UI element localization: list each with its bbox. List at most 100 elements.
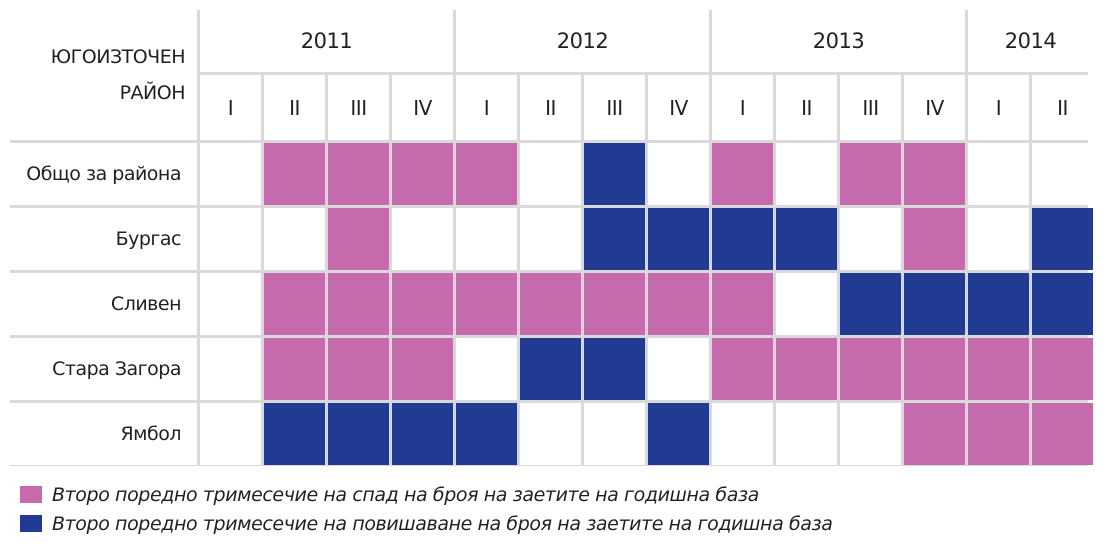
cell-down xyxy=(328,143,389,205)
quarter-header: IV xyxy=(648,75,709,140)
cell-down xyxy=(712,338,773,400)
cell-empty xyxy=(1032,143,1093,205)
quarter-header: II xyxy=(520,75,581,140)
cell-empty xyxy=(200,273,261,335)
region-label: Бургас xyxy=(10,208,197,270)
quarter-header: I xyxy=(968,75,1029,140)
quarter-header: I xyxy=(200,75,261,140)
cell-down xyxy=(712,273,773,335)
cell-up xyxy=(584,143,645,205)
quarter-header: III xyxy=(840,75,901,140)
cell-empty xyxy=(840,403,901,465)
cell-up xyxy=(712,208,773,270)
cell-empty xyxy=(584,403,645,465)
cell-up xyxy=(648,403,709,465)
cell-empty xyxy=(648,338,709,400)
cell-down xyxy=(264,273,325,335)
region-label: Общо за района xyxy=(10,143,197,205)
cell-down xyxy=(584,273,645,335)
cell-up xyxy=(1032,208,1093,270)
legend-item-up: Второ поредно тримесечие на повишаване н… xyxy=(20,509,833,538)
legend-swatch-up xyxy=(20,515,42,532)
legend: Второ поредно тримесечие на спад на броя… xyxy=(20,480,833,538)
quarter-header: I xyxy=(712,75,773,140)
quarter-header: IV xyxy=(392,75,453,140)
quarter-header: IV xyxy=(904,75,965,140)
cell-empty xyxy=(776,403,837,465)
cell-down xyxy=(456,143,517,205)
corner-label-line-1: ЮГОИЗТОЧЕН xyxy=(50,46,186,68)
legend-swatch-down xyxy=(20,486,42,503)
cell-empty xyxy=(200,143,261,205)
cell-down xyxy=(1032,403,1093,465)
cell-up xyxy=(456,403,517,465)
legend-item-down: Второ поредно тримесечие на спад на броя… xyxy=(20,480,832,509)
cell-down xyxy=(712,143,773,205)
cell-empty xyxy=(200,208,261,270)
cell-down xyxy=(264,338,325,400)
cell-down xyxy=(648,273,709,335)
cell-down xyxy=(328,338,389,400)
quarter-header: II xyxy=(1032,75,1093,140)
cell-down xyxy=(968,338,1029,400)
heatmap-table: ЮГОИЗТОЧЕН РАЙОН 2011 2012 2013 2014 I II III I… xyxy=(10,10,1093,466)
corner-header: ЮГОИЗТОЧЕН РАЙОН xyxy=(10,10,197,140)
legend-label-down: Второ поредно тримесечие на спад на броя… xyxy=(52,483,759,506)
cell-up xyxy=(392,403,453,465)
cell-down xyxy=(328,208,389,270)
cell-down xyxy=(1032,338,1093,400)
cell-empty xyxy=(200,403,261,465)
cell-down xyxy=(904,338,965,400)
cell-down xyxy=(904,143,965,205)
cell-empty xyxy=(200,338,261,400)
cell-up xyxy=(904,273,965,335)
cell-empty xyxy=(840,208,901,270)
region-label: Ямбол xyxy=(10,403,197,465)
cell-down xyxy=(968,403,1029,465)
cell-up xyxy=(840,273,901,335)
cell-empty xyxy=(520,403,581,465)
cell-down xyxy=(264,143,325,205)
cell-empty xyxy=(520,208,581,270)
quarter-header: III xyxy=(328,75,389,140)
cell-up xyxy=(968,273,1029,335)
cell-empty xyxy=(264,208,325,270)
cell-empty xyxy=(520,143,581,205)
cell-down xyxy=(840,143,901,205)
cell-down xyxy=(904,208,965,270)
year-header-2011: 2011 xyxy=(200,10,453,72)
cell-empty xyxy=(648,143,709,205)
cell-down xyxy=(328,273,389,335)
cell-down xyxy=(776,338,837,400)
cell-up xyxy=(776,208,837,270)
quarter-header: III xyxy=(584,75,645,140)
legend-label-up: Второ поредно тримесечие на повишаване н… xyxy=(52,512,833,535)
cell-down xyxy=(904,403,965,465)
cell-up xyxy=(520,338,581,400)
quarter-header: I xyxy=(456,75,517,140)
cell-up xyxy=(1032,273,1093,335)
cell-empty xyxy=(712,403,773,465)
cell-down xyxy=(392,338,453,400)
cell-empty xyxy=(776,273,837,335)
quarter-header: II xyxy=(264,75,325,140)
cell-down xyxy=(392,143,453,205)
year-header-2013: 2013 xyxy=(712,10,965,72)
cell-down xyxy=(840,338,901,400)
region-label: Сливен xyxy=(10,273,197,335)
cell-up xyxy=(264,403,325,465)
corner-label-line-2: РАЙОН xyxy=(119,82,186,104)
cell-empty xyxy=(456,338,517,400)
cell-empty xyxy=(968,208,1029,270)
cell-up xyxy=(584,338,645,400)
year-header-2012: 2012 xyxy=(456,10,709,72)
cell-empty xyxy=(776,143,837,205)
year-header-2014: 2014 xyxy=(968,10,1093,72)
quarter-header: II xyxy=(776,75,837,140)
cell-empty xyxy=(968,143,1029,205)
cell-down xyxy=(392,273,453,335)
cell-up xyxy=(648,208,709,270)
cell-empty xyxy=(392,208,453,270)
region-label: Стара Загора xyxy=(10,338,197,400)
cell-down xyxy=(520,273,581,335)
